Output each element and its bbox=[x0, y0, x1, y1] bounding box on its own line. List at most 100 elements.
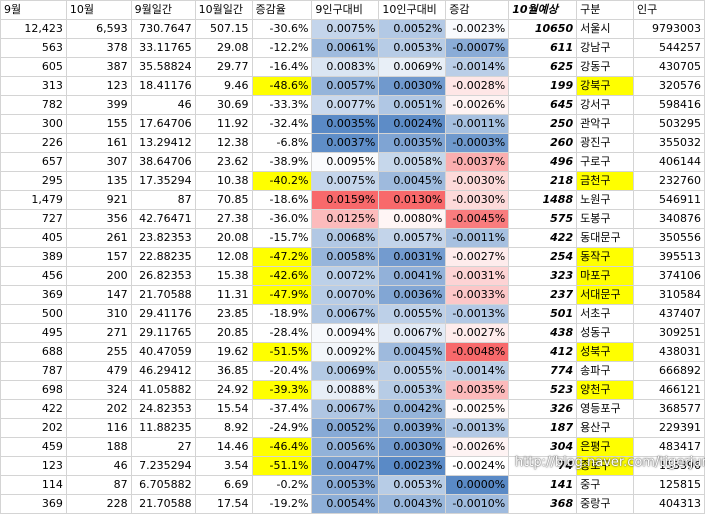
table-row: 12,423 6,593 730.7647 507.15 -30.6% 0.0075% 0.… bbox=[0, 19, 705, 39]
col-population-cell: 430705 bbox=[633, 57, 705, 77]
col-oct-daily-cell: 8.92 bbox=[194, 418, 253, 438]
col-population-cell: 232760 bbox=[633, 171, 705, 191]
col-oct-cell: 188 bbox=[65, 437, 132, 457]
col-sep-ratio-cell: 0.0061% bbox=[311, 38, 380, 58]
col-oct-expected-cell: 422 bbox=[508, 228, 578, 248]
col-oct-ratio-cell: 0.0053% bbox=[378, 475, 447, 495]
col-change-rate-cell: -40.2% bbox=[251, 171, 313, 191]
col-oct-header: 10월 bbox=[65, 0, 132, 20]
col-oct-ratio-cell: 0.0051% bbox=[378, 95, 447, 115]
col-population-cell: 406144 bbox=[633, 152, 705, 172]
col-district-cell: 성북구 bbox=[576, 342, 635, 362]
col-population-cell: 503295 bbox=[633, 114, 705, 134]
col-sep-daily-cell: 13.29412 bbox=[130, 133, 196, 153]
col-oct-expected-cell: 218 bbox=[508, 171, 578, 191]
col-change-rate-cell: -38.9% bbox=[251, 152, 313, 172]
col-sep-cell: 226 bbox=[0, 133, 67, 153]
col-oct-cell: 387 bbox=[65, 57, 132, 77]
col-population-cell: 310584 bbox=[633, 285, 705, 305]
col-sep-daily-cell: 23.82353 bbox=[130, 228, 196, 248]
table-row: 688 255 40.47059 19.62 -51.5% 0.0092% 0.0045% -… bbox=[0, 342, 705, 362]
col-population-cell: 374106 bbox=[633, 266, 705, 286]
table-row: 369 228 21.70588 17.54 -19.2% 0.0054% 0.0043% -… bbox=[0, 494, 705, 514]
col-population-cell: 229391 bbox=[633, 418, 705, 438]
col-oct-ratio-cell: 0.0053% bbox=[378, 380, 447, 400]
col-oct-ratio-cell: 0.0024% bbox=[378, 114, 447, 134]
col-sep-header: 9월 bbox=[0, 0, 67, 20]
col-change-rate-cell: -51.5% bbox=[251, 342, 313, 362]
col-change-rate-cell: -19.2% bbox=[251, 494, 313, 514]
col-oct-ratio-cell: 0.0031% bbox=[378, 247, 447, 267]
col-oct-cell: 200 bbox=[65, 266, 132, 286]
watermark-text: http://blog.naver.com/tigerjunes bbox=[515, 455, 705, 470]
col-change-cell: -0.0027% bbox=[445, 323, 510, 343]
col-sep-cell: 389 bbox=[0, 247, 67, 267]
col-oct-expected-cell: 323 bbox=[508, 266, 578, 286]
col-oct-cell: 202 bbox=[65, 399, 132, 419]
col-oct-ratio-cell: 0.0055% bbox=[378, 361, 447, 381]
col-change-cell: -0.0026% bbox=[445, 95, 510, 115]
table-row: 300 155 17.64706 11.92 -32.4% 0.0035% 0.0024% -… bbox=[0, 114, 705, 134]
col-change-rate-cell: -42.6% bbox=[251, 266, 313, 286]
col-change-rate-cell: -32.4% bbox=[251, 114, 313, 134]
col-oct-ratio-cell: 0.0045% bbox=[378, 342, 447, 362]
col-oct-ratio-cell: 0.0043% bbox=[378, 494, 447, 514]
col-sep-cell: 782 bbox=[0, 95, 67, 115]
col-change-cell: -0.0013% bbox=[445, 418, 510, 438]
col-sep-ratio-cell: 0.0083% bbox=[311, 57, 380, 77]
col-oct-daily-cell: 20.08 bbox=[194, 228, 253, 248]
col-sep-ratio-cell: 0.0067% bbox=[311, 399, 380, 419]
col-change-rate-cell: -15.7% bbox=[251, 228, 313, 248]
col-sep-daily-cell: 40.47059 bbox=[130, 342, 196, 362]
col-oct-daily-cell: 9.46 bbox=[194, 76, 253, 96]
col-population-cell: 368577 bbox=[633, 399, 705, 419]
col-oct-ratio-cell: 0.0057% bbox=[378, 228, 447, 248]
table-row: 657 307 38.64706 23.62 -38.9% 0.0095% 0.0058% -… bbox=[0, 152, 705, 172]
table-row: 313 123 18.41176 9.46 -48.6% 0.0057% 0.0030% -0… bbox=[0, 76, 705, 96]
col-oct-ratio-cell: 0.0036% bbox=[378, 285, 447, 305]
col-sep-daily-cell: 38.64706 bbox=[130, 152, 196, 172]
col-change-rate-cell: -18.6% bbox=[251, 190, 313, 210]
col-sep-ratio-header: 9인구대비 bbox=[311, 0, 380, 20]
col-change-header: 증감 bbox=[445, 0, 510, 20]
col-change-cell: 0.0000% bbox=[445, 475, 510, 495]
col-oct-daily-cell: 3.54 bbox=[194, 456, 253, 476]
col-sep-ratio-cell: 0.0067% bbox=[311, 304, 380, 324]
col-oct-cell: 255 bbox=[65, 342, 132, 362]
col-district-cell: 은평구 bbox=[576, 437, 635, 457]
col-change-cell: -0.0011% bbox=[445, 114, 510, 134]
col-population-cell: 483417 bbox=[633, 437, 705, 457]
table-row: 1,479 921 87 70.85 -18.6% 0.0159% 0.0130% -0.00… bbox=[0, 190, 705, 210]
table-row: 727 356 42.76471 27.38 -36.0% 0.0125% 0.0080% -… bbox=[0, 209, 705, 229]
col-sep-daily-cell: 29.11765 bbox=[130, 323, 196, 343]
col-sep-cell: 459 bbox=[0, 437, 67, 457]
col-oct-expected-cell: 260 bbox=[508, 133, 578, 153]
col-change-rate-cell: -47.2% bbox=[251, 247, 313, 267]
col-oct-ratio-cell: 0.0067% bbox=[378, 323, 447, 343]
col-oct-expected-cell: 496 bbox=[508, 152, 578, 172]
col-oct-ratio-cell: 0.0023% bbox=[378, 456, 447, 476]
col-population-cell: 355032 bbox=[633, 133, 705, 153]
col-sep-cell: 422 bbox=[0, 399, 67, 419]
col-oct-cell: 161 bbox=[65, 133, 132, 153]
col-oct-expected-cell: 10650 bbox=[508, 19, 578, 39]
col-population-cell: 544257 bbox=[633, 38, 705, 58]
col-oct-ratio-cell: 0.0055% bbox=[378, 304, 447, 324]
col-oct-cell: 6,593 bbox=[65, 19, 132, 39]
col-sep-daily-cell: 7.235294 bbox=[130, 456, 196, 476]
col-oct-daily-cell: 6.69 bbox=[194, 475, 253, 495]
col-sep-cell: 202 bbox=[0, 418, 67, 438]
col-oct-daily-cell: 12.08 bbox=[194, 247, 253, 267]
col-population-cell: 546911 bbox=[633, 190, 705, 210]
col-sep-daily-cell: 41.05882 bbox=[130, 380, 196, 400]
col-sep-cell: 688 bbox=[0, 342, 67, 362]
col-oct-ratio-cell: 0.0058% bbox=[378, 152, 447, 172]
col-change-rate-cell: -28.4% bbox=[251, 323, 313, 343]
col-oct-ratio-cell: 0.0035% bbox=[378, 133, 447, 153]
col-oct-daily-cell: 15.38 bbox=[194, 266, 253, 286]
col-sep-daily-cell: 21.70588 bbox=[130, 285, 196, 305]
col-sep-cell: 495 bbox=[0, 323, 67, 343]
col-oct-daily-cell: 29.77 bbox=[194, 57, 253, 77]
col-oct-daily-cell: 70.85 bbox=[194, 190, 253, 210]
col-district-cell: 중랑구 bbox=[576, 494, 635, 514]
